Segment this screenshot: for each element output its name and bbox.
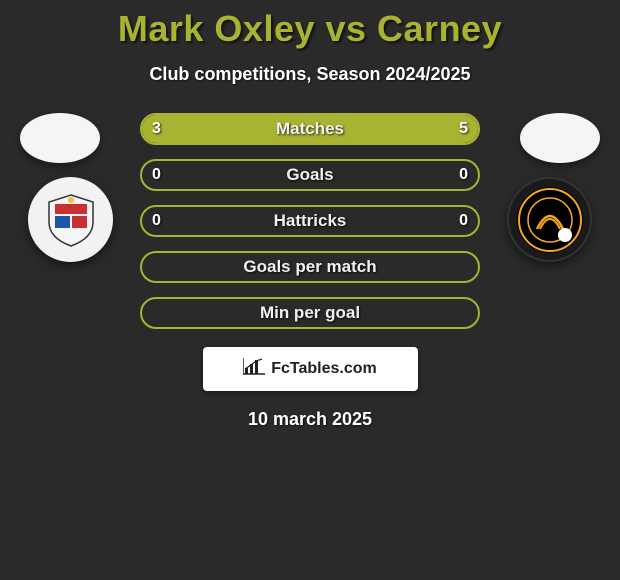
player-photo-right: [520, 113, 600, 163]
stat-bar: 00Goals: [140, 159, 480, 191]
watermark: FcTables.com: [203, 347, 418, 391]
club-badge-right: [507, 177, 592, 262]
footer-date: 10 march 2025: [0, 409, 620, 430]
page-title: Mark Oxley vs Carney: [0, 0, 620, 50]
stat-bar: Min per goal: [140, 297, 480, 329]
comparison-content: 35Matches 00Goals 00Hattricks Goals per mat…: [0, 113, 620, 430]
stat-label: Min per goal: [142, 299, 478, 327]
club-badge-left: [28, 177, 113, 262]
bar-chart-icon: [243, 358, 265, 381]
player-photo-left: [20, 113, 100, 163]
stat-label: Matches: [142, 115, 478, 143]
stat-label: Hattricks: [142, 207, 478, 235]
club-crest-left-icon: [28, 177, 113, 262]
stat-bar: Goals per match: [140, 251, 480, 283]
stat-bar: 00Hattricks: [140, 205, 480, 237]
stat-label: Goals: [142, 161, 478, 189]
stat-bar: 35Matches: [140, 113, 480, 145]
stat-label: Goals per match: [142, 253, 478, 281]
stat-bars: 35Matches 00Goals 00Hattricks Goals per mat…: [140, 113, 480, 329]
club-crest-right-icon: [509, 179, 590, 260]
page-subtitle: Club competitions, Season 2024/2025: [0, 64, 620, 85]
watermark-text: FcTables.com: [271, 360, 377, 378]
